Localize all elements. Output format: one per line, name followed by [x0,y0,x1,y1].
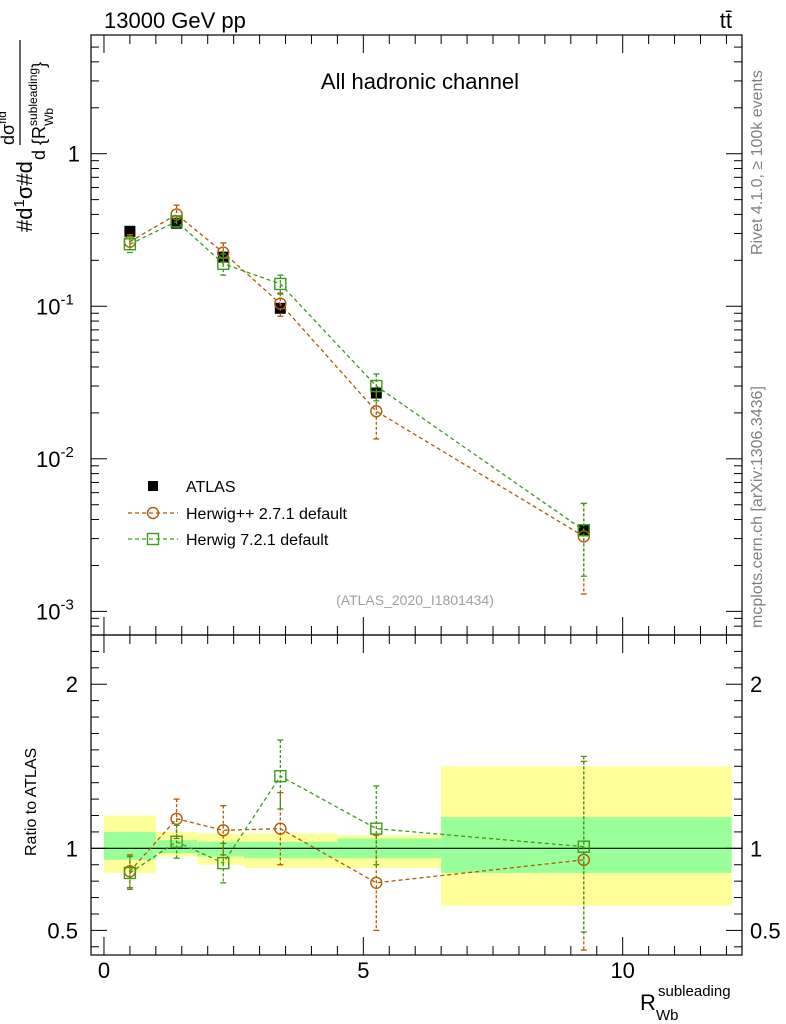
herwig7-point [370,379,383,393]
ratio-frame [90,634,743,956]
herwig7-point [577,524,590,537]
legend: ATLAS Herwig++ 2.7.1 default Herwig 7.2.… [128,479,348,549]
ratio-herwigpp-point [170,812,183,825]
legend-marker-herwig7 [146,532,160,546]
xtick-label: 10 [610,958,634,983]
xtick-label: 5 [357,958,369,983]
analysis-watermark: (ATLAS_2020_I1801434) [336,592,494,608]
ratio-herwigpp-point [274,822,287,835]
svg-text:Wb: Wb [656,1007,679,1024]
main-ytick-label: 1 [68,142,80,167]
ratio-herwig7-point [170,835,183,848]
ratio-ytick-label-right: 0.5 [750,918,781,943]
herwigpp-point [370,405,383,418]
ratio-ytick-label-left: 0.5 [47,918,78,943]
svg-text:R: R [640,990,656,1015]
ratio-herwig7-point [274,769,287,783]
data-marks [123,204,590,951]
herwig7-point [274,277,287,291]
band-inner-2 [197,841,245,857]
herwig7-line [129,220,585,531]
axis-ticks [91,34,742,955]
legend-label-herwig7: Herwig 7.2.1 default [186,532,329,549]
legend-label-herwigpp: Herwig++ 2.7.1 default [186,506,348,523]
ratio-ytick-label-right: 1 [750,836,762,861]
legend-marker-atlas [148,481,158,491]
herwigpp-line [129,213,585,537]
ratio-herwig7-point [370,822,383,835]
ratio-herwigpp-point [217,824,230,837]
ratio-bands [91,766,742,906]
ratio-herwig7-point [123,866,137,880]
main-y-axis-title: #d1σ#d dσfid d {Rsubleading Wb} [0,40,56,232]
ratio-herwigpp-point [370,876,383,889]
main-ytick-label: 10-1 [36,291,74,319]
rivet-label: Rivet 4.1.0, ≥ 100k events [749,70,766,255]
x-axis-title: R Wb subleading [640,983,731,1024]
main-title: All hadronic channel [321,69,519,94]
xtick-label: 0 [98,958,110,983]
herwig7-point [217,257,230,270]
atlas-point [217,251,229,263]
energy-label: 13000 GeV pp [104,8,246,33]
atlas-point [124,225,136,237]
ratio-herwigpp-line [129,818,584,884]
legend-label-atlas: ATLAS [186,479,236,496]
svg-text:subleading: subleading [658,983,731,1000]
ratio-ytick-label-right: 2 [750,672,762,697]
band-inner-5 [441,817,732,873]
ratio-herwig7-point [577,840,590,853]
legend-marker-herwigpp [146,506,160,520]
process-label: tt̄ [720,8,732,33]
svg-text:dσfid: dσfid [0,111,18,145]
ratio-y-axis-title: Ratio to ATLAS [23,748,40,856]
svg-text:#d1σ#d: #d1σ#d [11,161,37,232]
mcplots-label: mcplots.cern.ch [arXiv:1306.3436] [749,386,766,628]
ratio-herwig7-point [217,856,230,870]
herwig7-point [123,238,137,251]
ratio-ytick-label-left: 1 [66,836,78,861]
main-ytick-label: 10-3 [36,596,74,624]
herwigpp-point [274,297,287,310]
ratio-ytick-label-left: 2 [66,672,78,697]
herwig7-point [170,215,183,228]
main-ytick-label: 10-2 [36,444,74,472]
herwigpp-point [170,208,183,221]
band-inner-3 [244,841,338,859]
